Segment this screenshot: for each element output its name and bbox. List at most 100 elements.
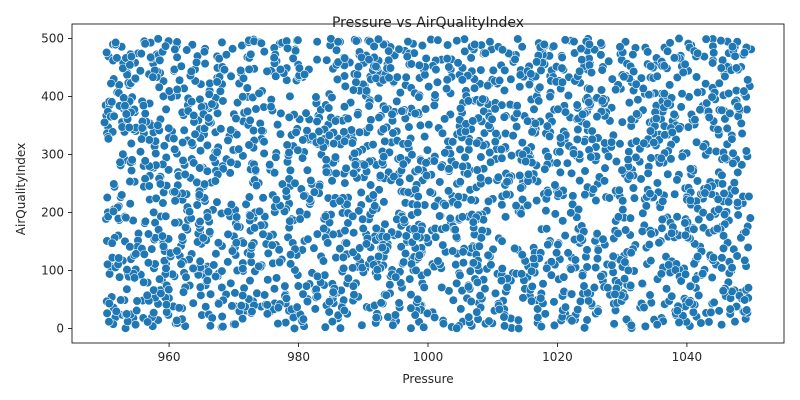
scatter-point xyxy=(488,65,498,76)
scatter-point xyxy=(527,266,537,276)
scatter-point xyxy=(580,166,590,176)
scatter-point xyxy=(560,302,571,312)
scatter-point xyxy=(497,200,507,210)
scatter-point xyxy=(415,120,426,131)
scatter-point xyxy=(469,83,480,93)
scatter-point xyxy=(555,167,565,178)
scatter-point xyxy=(441,223,451,233)
scatter-point xyxy=(399,215,409,225)
scatter-point xyxy=(663,169,673,179)
scatter-point xyxy=(437,282,447,293)
scatter-point xyxy=(269,168,280,178)
scatter-point xyxy=(720,153,730,163)
scatter-point xyxy=(419,322,429,332)
scatter-point xyxy=(271,152,281,162)
scatter-point xyxy=(238,264,248,274)
scatter-point xyxy=(213,238,223,248)
scatter-point xyxy=(366,115,376,125)
scatter-point xyxy=(286,259,296,269)
scatter-point xyxy=(212,108,223,118)
scatter-point xyxy=(615,42,625,52)
scatter-point xyxy=(463,96,473,106)
scatter-point xyxy=(250,223,260,233)
scatter-point xyxy=(708,253,719,263)
scatter-point xyxy=(529,253,539,264)
scatter-point xyxy=(223,257,233,267)
scatter-point xyxy=(154,82,164,92)
scatter-point xyxy=(720,71,730,82)
scatter-point xyxy=(514,323,524,334)
scatter-point xyxy=(320,211,331,221)
scatter-point xyxy=(582,315,592,325)
scatter-point xyxy=(328,287,338,297)
scatter-point xyxy=(198,233,208,243)
scatter-point xyxy=(210,176,220,186)
scatter-point xyxy=(645,188,655,199)
scatter-point xyxy=(435,177,445,187)
scatter-point xyxy=(195,163,205,173)
scatter-point xyxy=(652,320,662,330)
scatter-point xyxy=(644,90,654,100)
scatter-point xyxy=(324,130,334,140)
scatter-point xyxy=(204,89,214,99)
scatter-point xyxy=(203,212,213,222)
scatter-point xyxy=(549,320,560,331)
scatter-point xyxy=(704,112,714,122)
scatter-point xyxy=(517,138,527,148)
scatter-point xyxy=(631,79,641,89)
scatter-point xyxy=(455,177,465,187)
scatter-point xyxy=(153,34,163,44)
scatter-point xyxy=(611,85,621,95)
scatter-point xyxy=(119,93,129,103)
scatter-point xyxy=(684,297,694,307)
scatter-point xyxy=(553,104,563,114)
scatter-point xyxy=(513,315,524,325)
scatter-point xyxy=(188,263,198,274)
scatter-point xyxy=(124,122,134,133)
scatter-point xyxy=(247,306,257,317)
scatter-point xyxy=(332,74,343,85)
scatter-point xyxy=(487,114,497,124)
scatter-point xyxy=(419,282,429,292)
scatter-point xyxy=(414,60,424,70)
scatter-point xyxy=(405,173,415,183)
scatter-point xyxy=(476,173,486,183)
scatter-point xyxy=(669,53,680,63)
y-tick-label: 500 xyxy=(41,32,64,46)
scatter-point xyxy=(340,81,350,91)
scatter-point xyxy=(178,137,188,148)
scatter-point xyxy=(466,53,476,63)
scatter-point xyxy=(202,166,212,176)
scatter-point xyxy=(170,187,180,197)
scatter-point xyxy=(501,189,511,199)
scatter-point xyxy=(557,52,567,63)
scatter-point xyxy=(588,184,599,194)
scatter-point xyxy=(551,248,562,258)
scatter-point xyxy=(218,96,228,106)
scatter-point xyxy=(484,316,494,326)
scatter-point xyxy=(109,179,119,189)
scatter-point xyxy=(352,70,362,80)
scatter-point xyxy=(694,290,704,301)
scatter-point xyxy=(534,96,544,106)
scatter-point xyxy=(674,317,684,328)
scatter-point xyxy=(370,201,380,211)
scatter-point xyxy=(338,252,348,262)
scatter-point xyxy=(289,323,300,334)
scatter-point xyxy=(242,83,252,93)
scatter-point xyxy=(453,58,463,68)
scatter-point xyxy=(652,178,663,188)
scatter-point xyxy=(349,168,359,178)
scatter-point xyxy=(217,266,227,276)
scatter-point xyxy=(582,245,592,255)
scatter-point xyxy=(172,84,182,95)
scatter-point xyxy=(694,214,704,225)
scatter-point xyxy=(540,309,550,319)
scatter-point xyxy=(483,250,493,260)
scatter-point xyxy=(624,147,634,157)
scatter-point xyxy=(618,205,628,215)
scatter-point xyxy=(395,88,405,98)
scatter-point xyxy=(298,314,309,324)
scatter-point xyxy=(340,53,350,63)
scatter-point xyxy=(117,190,127,200)
